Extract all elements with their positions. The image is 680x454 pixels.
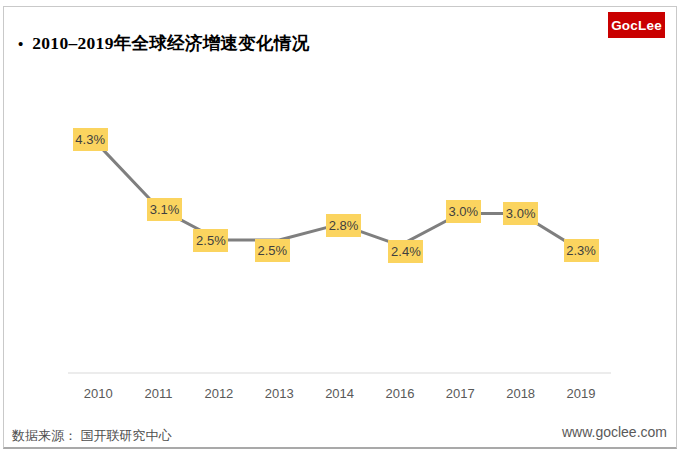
data-label: 2.4%	[388, 240, 423, 263]
x-tick-label: 2013	[249, 386, 309, 401]
x-tick-label: 2010	[68, 386, 128, 401]
data-label: 2.3%	[564, 239, 599, 262]
data-label: 2.5%	[193, 229, 228, 252]
infographic-page: • 2010–2019年全球经济增速变化情况 GocLee 4.3%3.1%2.…	[0, 0, 680, 454]
x-tick-label: 2011	[129, 386, 189, 401]
data-label: 4.3%	[73, 128, 108, 151]
website-url: www.goclee.com	[562, 424, 667, 440]
data-label: 3.1%	[147, 198, 182, 221]
growth-line-chart: 4.3% 3.1% 2.5% 2.5% 2.8% 2.4% 3.0% 3.0% 2.3% 201…	[0, 0, 680, 454]
x-tick-label: 2012	[189, 386, 249, 401]
data-label: 3.0%	[503, 202, 538, 225]
x-tick-label: 2014	[310, 386, 370, 401]
x-tick-label: 2018	[491, 386, 551, 401]
x-tick-label: 2019	[551, 386, 611, 401]
data-source-note: 数据来源： 国开联研究中心	[12, 427, 172, 445]
data-label: 3.0%	[446, 200, 481, 223]
data-label: 2.5%	[255, 239, 290, 262]
data-label: 2.8%	[326, 214, 361, 237]
x-tick-label: 2017	[430, 386, 490, 401]
x-tick-label: 2016	[370, 386, 430, 401]
